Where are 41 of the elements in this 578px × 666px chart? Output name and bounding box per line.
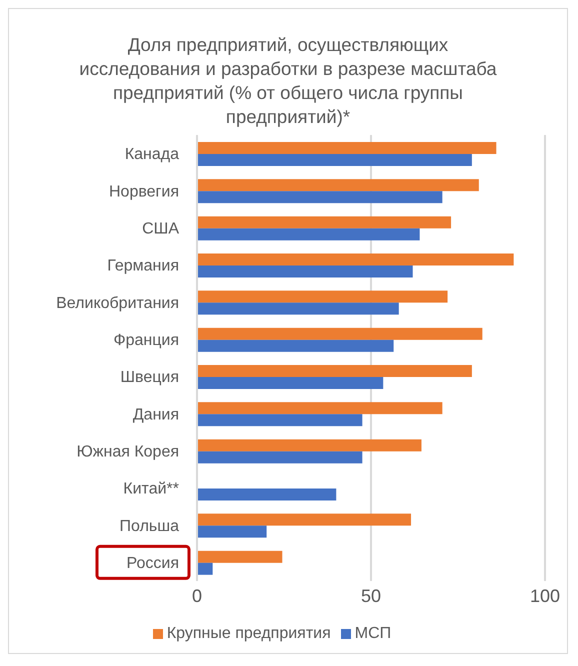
- bar: [197, 562, 213, 575]
- y-tick-label: Канада: [124, 146, 180, 164]
- x-tick-label: 50: [360, 586, 382, 606]
- bar: [197, 154, 472, 166]
- bar: [197, 550, 282, 563]
- y-tick-label: Великобритания: [56, 294, 179, 312]
- y-tick-label: США: [142, 220, 180, 238]
- bar: [197, 451, 362, 464]
- y-tick-label: Франция: [113, 332, 179, 350]
- bar: [197, 254, 514, 266]
- bar: [197, 191, 442, 204]
- chart-title: Доля предприятий, осуществляющих исследования и разработки в разрезе масштаба предприятий (% от общего числа группы предприятий)*: [78, 33, 498, 129]
- bar: [197, 414, 362, 426]
- bar: [197, 365, 472, 377]
- legend-label: МСП: [354, 625, 392, 642]
- y-tick-label: Дания: [132, 406, 179, 424]
- bar: [197, 290, 448, 303]
- bar: [197, 228, 420, 240]
- bar: [197, 179, 479, 192]
- bar: [197, 266, 413, 278]
- bar: [197, 302, 399, 315]
- bar: [197, 142, 496, 154]
- bar: [197, 377, 384, 389]
- legend-label: Крупные предприятия: [166, 625, 331, 642]
- y-tick-label: Польша: [120, 518, 180, 535]
- bar: [197, 526, 267, 538]
- bar: [197, 328, 482, 340]
- bar: [197, 439, 422, 452]
- y-tick-label: Китай**: [123, 480, 179, 498]
- x-tick-label: 0: [192, 586, 202, 606]
- bar: [197, 514, 412, 526]
- y-tick-label: Швеция: [120, 369, 179, 386]
- y-tick-label: Россия: [126, 555, 179, 572]
- bar: [197, 402, 442, 414]
- y-tick-label: Южная Корея: [76, 444, 179, 461]
- x-tick-label: 100: [530, 586, 560, 606]
- y-tick-label: Германия: [107, 258, 179, 275]
- bar: [197, 216, 452, 228]
- y-tick-label: Норвегия: [108, 183, 179, 200]
- bar: [197, 340, 394, 352]
- bar: [197, 488, 336, 500]
